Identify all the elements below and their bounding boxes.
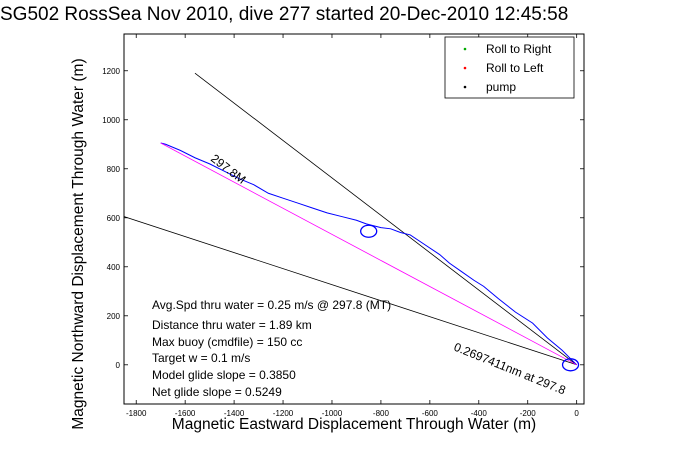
- circle-marker-1: [360, 224, 378, 238]
- reference-line-1: [194, 72, 577, 366]
- legend-box: [444, 36, 575, 99]
- y-tick-label: 1000: [102, 116, 120, 125]
- legend-label-roll-right: Roll to Right: [486, 42, 552, 56]
- x-tick-label: -1600: [175, 409, 196, 418]
- x-axis-label: Magnetic Eastward Displacement Through W…: [171, 416, 537, 433]
- legend-label-pump: pump: [486, 80, 516, 94]
- annotation-net-glide: Net glide slope = 0.5249: [152, 385, 282, 399]
- x-tick-label: 0: [574, 409, 579, 418]
- y-tick-label: 800: [107, 165, 121, 174]
- axes-ticks: -1800 -1600 -1400 -1200 -1000 -800 -600 -400 -20…: [102, 34, 584, 418]
- x-tick-label: -600: [422, 409, 439, 418]
- stats-annotations: Avg.Spd thru water = 0.25 m/s @ 297.8 (M…: [152, 298, 391, 399]
- x-tick-label: -800: [373, 409, 390, 418]
- series-line-2: [160, 142, 577, 366]
- y-axis-label: Magnetic Northward Displacement Through …: [70, 58, 87, 430]
- legend-marker-roll-left: [463, 66, 467, 70]
- y-tick-label: 0: [116, 361, 121, 370]
- legend-label-roll-left: Roll to Left: [486, 61, 544, 75]
- chart-title: SG502 RossSea Nov 2010, dive 277 started…: [0, 4, 569, 25]
- x-tick-label: -1400: [224, 409, 245, 418]
- x-tick-label: -1800: [126, 409, 147, 418]
- reference-line-2: [124, 216, 577, 366]
- y-tick-label: 1200: [102, 67, 120, 76]
- annotation-max-buoy: Max buoy (cmdfile) = 150 cc: [152, 335, 302, 349]
- annotation-model-glide: Model glide slope = 0.3850: [152, 368, 296, 382]
- legend: Roll to Right Roll to Left pump: [444, 36, 575, 99]
- x-tick-label: -1000: [322, 409, 343, 418]
- y-tick-label: 400: [107, 263, 121, 272]
- annotation-avg-speed: Avg.Spd thru water = 0.25 m/s @ 297.8 (M…: [152, 298, 391, 312]
- annotation-distance: Distance thru water = 1.89 km: [152, 318, 312, 332]
- y-tick-label: 600: [107, 214, 121, 223]
- legend-marker-pump: [463, 85, 467, 89]
- series-line-1: [160, 142, 578, 366]
- x-tick-label: -400: [471, 409, 488, 418]
- annotation-target-w: Target w = 0.1 m/s: [152, 351, 250, 365]
- circle-marker-2: [561, 358, 580, 372]
- legend-marker-roll-right: [463, 47, 467, 51]
- plot-content: [124, 72, 580, 372]
- x-tick-label: -1200: [273, 409, 294, 418]
- x-tick-label: -200: [520, 409, 537, 418]
- y-tick-label: 200: [107, 312, 121, 321]
